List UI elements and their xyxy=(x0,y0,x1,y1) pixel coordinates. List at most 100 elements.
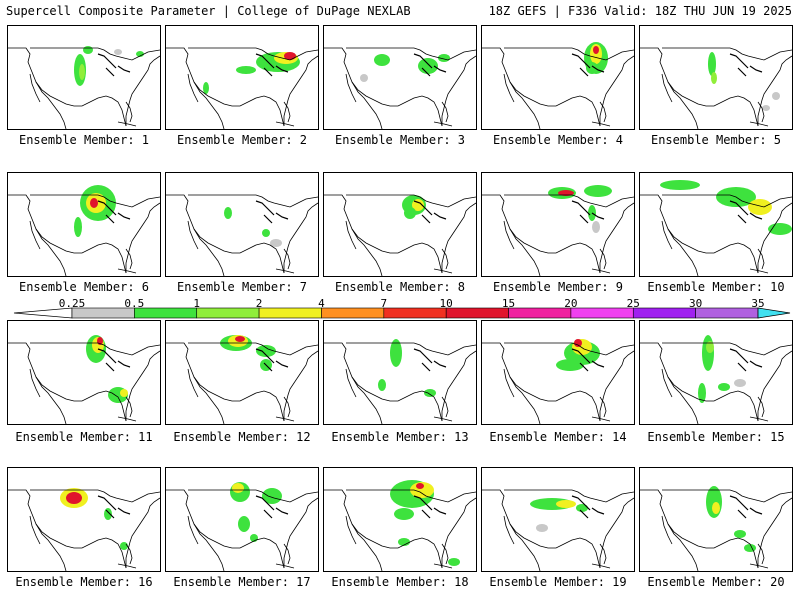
map-outline xyxy=(482,194,634,276)
colorbar-tick-label: 0.25 xyxy=(58,297,86,310)
scp-shading xyxy=(698,335,746,403)
map-plot xyxy=(324,47,476,129)
colorbar-segment xyxy=(321,307,385,319)
ensemble-member-map-6 xyxy=(7,172,161,277)
ensemble-member-label: Ensemble Member: 1 xyxy=(18,133,150,147)
map-outline xyxy=(8,194,160,276)
map-plot xyxy=(8,185,160,276)
scp-shading xyxy=(224,207,282,247)
ensemble-member-label: Ensemble Member: 7 xyxy=(176,280,308,294)
scp-shading xyxy=(230,482,282,542)
map-plot xyxy=(640,180,792,276)
map-plot xyxy=(166,47,318,129)
ensemble-member-map-9 xyxy=(481,172,635,277)
map-plot xyxy=(166,194,318,276)
map-outline xyxy=(640,489,792,571)
colorbar-tick-label: 35 xyxy=(751,297,765,310)
ensemble-member-map-19 xyxy=(481,467,635,572)
map-outline xyxy=(166,47,318,129)
map-plot xyxy=(324,339,476,424)
colorbar-tick-label: 30 xyxy=(689,297,703,310)
ensemble-member-map-14 xyxy=(481,320,635,425)
colorbar-tick-label: 2 xyxy=(255,297,263,310)
colorbar-tick-label: 1 xyxy=(193,297,201,310)
ensemble-member-map-13 xyxy=(323,320,477,425)
ensemble-member-map-3 xyxy=(323,25,477,130)
map-outline xyxy=(166,194,318,276)
map-outline xyxy=(166,342,318,424)
ensemble-member-map-17 xyxy=(165,467,319,572)
map-outline xyxy=(482,342,634,424)
ensemble-member-map-12 xyxy=(165,320,319,425)
ensemble-member-label: Ensemble Member: 18 xyxy=(331,575,469,589)
ensemble-member-map-11 xyxy=(7,320,161,425)
colorbar-segment xyxy=(445,307,509,319)
ensemble-member-map-10 xyxy=(639,172,793,277)
scp-shading xyxy=(548,185,612,233)
ensemble-member-map-7 xyxy=(165,172,319,277)
map-plot xyxy=(640,47,792,129)
ensemble-member-label: Ensemble Member: 10 xyxy=(647,280,785,294)
scp-shading xyxy=(360,54,450,82)
ensemble-member-label: Ensemble Member: 6 xyxy=(18,280,150,294)
scp-shading xyxy=(530,498,588,532)
ensemble-member-label: Ensemble Member: 8 xyxy=(334,280,466,294)
scp-shading xyxy=(86,335,128,403)
map-outline xyxy=(8,489,160,571)
scp-shading xyxy=(60,488,128,550)
map-plot xyxy=(640,335,792,424)
colorbar-segment xyxy=(196,307,260,319)
ensemble-member-label: Ensemble Member: 20 xyxy=(647,575,785,589)
scp-shading xyxy=(390,480,460,566)
color-scale-bar xyxy=(13,307,791,319)
scp-shading xyxy=(74,185,116,237)
scp-shading xyxy=(708,52,780,111)
ensemble-member-map-16 xyxy=(7,467,161,572)
scp-shading xyxy=(556,339,600,371)
map-outline xyxy=(640,342,792,424)
ensemble-member-label: Ensemble Member: 11 xyxy=(15,430,153,444)
map-plot xyxy=(8,335,160,424)
map-plot xyxy=(482,42,634,129)
colorbar-segment xyxy=(383,307,447,319)
colorbar-tick-label: 10 xyxy=(439,297,453,310)
map-outline xyxy=(640,194,792,276)
map-outline xyxy=(324,47,476,129)
ensemble-member-label: Ensemble Member: 2 xyxy=(176,133,308,147)
scp-shading xyxy=(584,42,608,74)
ensemble-member-map-8 xyxy=(323,172,477,277)
scp-shading xyxy=(220,335,276,371)
colorbar-segment xyxy=(570,307,634,319)
colorbar-tick-label: 7 xyxy=(380,297,388,310)
map-plot xyxy=(8,46,160,129)
colorbar-tick-label: 20 xyxy=(564,297,578,310)
colorbar-right-arrow xyxy=(757,307,791,319)
ensemble-member-label: Ensemble Member: 17 xyxy=(173,575,311,589)
map-plot xyxy=(640,486,792,571)
colorbar-tick-label: 15 xyxy=(501,297,516,310)
colorbar-tick-label: 25 xyxy=(626,297,640,310)
scp-shading xyxy=(203,52,300,94)
ensemble-member-label: Ensemble Member: 16 xyxy=(15,575,153,589)
map-plot xyxy=(166,482,318,571)
colorbar-tick-label: 0.5 xyxy=(124,297,145,310)
colorbar-segment xyxy=(258,307,322,319)
ensemble-member-label: Ensemble Member: 4 xyxy=(492,133,624,147)
ensemble-member-label: Ensemble Member: 3 xyxy=(334,133,466,147)
ensemble-member-label: Ensemble Member: 13 xyxy=(331,430,469,444)
colorbar-segment xyxy=(508,307,572,319)
colorbar-tick-label: 4 xyxy=(318,297,325,310)
map-plot xyxy=(324,480,476,571)
ensemble-member-label: Ensemble Member: 19 xyxy=(489,575,627,589)
scp-shading xyxy=(74,46,144,86)
map-outline xyxy=(324,489,476,571)
ensemble-member-map-20 xyxy=(639,467,793,572)
colorbar-segment xyxy=(695,307,759,319)
ensemble-member-label: Ensemble Member: 14 xyxy=(489,430,627,444)
ensemble-member-map-15 xyxy=(639,320,793,425)
scp-shading xyxy=(660,180,792,235)
ensemble-member-label: Ensemble Member: 15 xyxy=(647,430,785,444)
map-outline xyxy=(324,342,476,424)
map-outline xyxy=(8,342,160,424)
map-outline xyxy=(482,489,634,571)
